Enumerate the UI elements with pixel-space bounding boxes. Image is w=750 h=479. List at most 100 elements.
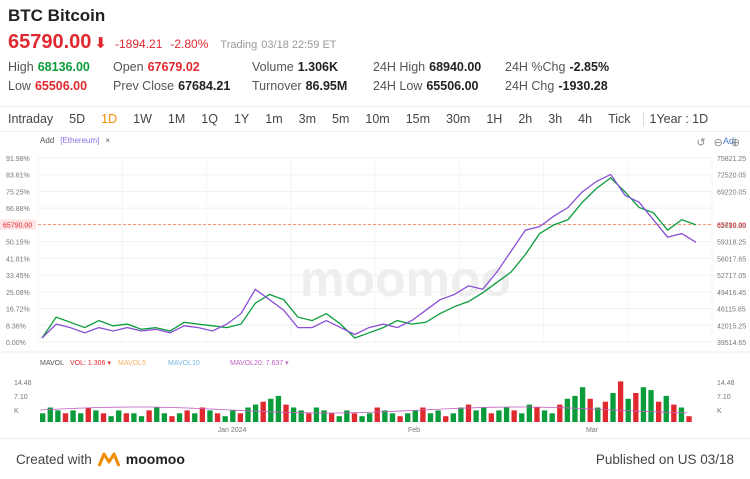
y-tick-left: 25.08%	[6, 290, 30, 297]
indicator-mavol20: MAVOL20: 7.637 ▾	[230, 360, 289, 367]
current-price-label-right: 65790.00	[717, 223, 746, 230]
y-tick-left: 91.98%	[6, 156, 30, 163]
price-row: 65790.00 ⬇ -1894.21 -2.80% Trading 03/18…	[8, 31, 337, 54]
tab-5m[interactable]: 5m	[332, 112, 350, 126]
volume-bar	[405, 413, 411, 422]
indicator-mavol10: MAVOL10	[168, 360, 200, 367]
adjust-toggle[interactable]: Adj	[722, 136, 736, 146]
y-tick-left: 66.88%	[6, 206, 30, 213]
volume-bar	[336, 416, 342, 422]
y-tick-left: 8.36%	[6, 323, 26, 330]
stat-open: Open 67679.02	[113, 60, 200, 74]
compare-toolbar: Add [Ethereum] ×	[40, 136, 110, 145]
undo-icon[interactable]: ↺	[696, 137, 706, 149]
tab-10m[interactable]: 10m	[365, 112, 390, 126]
tab-1m[interactable]: 1m	[265, 112, 283, 126]
volume-bar	[306, 413, 312, 422]
y-tick-left: 83.61%	[6, 173, 30, 180]
stat-turnover: Turnover 86.95M	[252, 79, 348, 93]
tab-1h[interactable]: 1H	[486, 112, 503, 126]
tab-1m[interactable]: 1M	[167, 112, 186, 126]
chart-icons: Adj ↺ ⊖ ⊕	[672, 136, 740, 149]
volume-bar	[557, 404, 563, 422]
volume-bar	[519, 413, 525, 422]
volume-bar	[184, 410, 190, 422]
zoom-in-icon[interactable]: ⊕	[730, 137, 740, 149]
tab-15m[interactable]: 15m	[405, 112, 431, 126]
price-change: -1894.21	[115, 37, 163, 51]
tab-3m[interactable]: 3m	[298, 112, 316, 126]
tab-intraday[interactable]: Intraday	[8, 112, 54, 126]
volume-bar	[283, 404, 289, 422]
tab-30m[interactable]: 30m	[446, 112, 471, 126]
close-icon[interactable]: ×	[105, 136, 111, 145]
tab-1y[interactable]: 1Y	[233, 112, 250, 126]
stat-volume: Volume 1.306K	[252, 60, 339, 74]
volume-bar	[473, 410, 479, 422]
volume-bar	[610, 392, 616, 422]
tab-3h[interactable]: 3h	[548, 112, 563, 126]
stat-24h-chg: 24H Chg -1930.28	[505, 79, 608, 93]
tab-5d[interactable]: 5D	[69, 112, 86, 126]
moomoo-logo[interactable]: moomoo	[97, 451, 185, 467]
tab-2h[interactable]: 2h	[518, 112, 533, 126]
current-price-label-left: 65790.00	[3, 223, 32, 230]
volume-bar	[617, 381, 624, 422]
tab-4h[interactable]: 4h	[578, 112, 593, 126]
volume-bar	[481, 407, 487, 422]
indicator-vol: VOL: 1.306 ▾	[70, 360, 111, 367]
y-tick-right: 75821.25	[717, 156, 746, 163]
volume-bar	[633, 392, 639, 422]
volume-bar	[602, 401, 609, 422]
volume-bar	[564, 398, 571, 422]
market-datetime: 03/18 22:59 ET	[261, 39, 337, 51]
volume-bar	[351, 413, 358, 422]
volume-bar	[161, 413, 167, 422]
volume-bar	[192, 413, 198, 422]
volume-bar	[230, 410, 236, 422]
created-with: Created with moomoo	[16, 451, 185, 467]
vol-tick-right: K	[717, 408, 722, 415]
market-status: Trading	[220, 39, 258, 51]
volume-bar	[443, 416, 449, 422]
y-tick-left: 50.15%	[6, 240, 30, 247]
watermark: moomoo	[300, 251, 511, 307]
tab-tick[interactable]: Tick	[608, 112, 631, 126]
last-price: 65790.00	[8, 31, 92, 53]
tab-1d[interactable]: 1D	[101, 112, 118, 126]
volume-bar	[146, 410, 152, 422]
volume-bar	[290, 407, 297, 422]
volume-bar	[496, 410, 502, 422]
volume-bar	[40, 413, 46, 422]
stat-prev-close: Prev Close 67684.21	[113, 79, 231, 93]
compare-symbol[interactable]: [Ethereum]	[60, 136, 100, 145]
current-price-tag-left	[0, 219, 36, 230]
price-chart[interactable]: 91.98% 75821.25 83.61% 72520.05 75.25% 69220.…	[0, 148, 750, 438]
stat-24h-pct: 24H %Chg -2.85%	[505, 60, 610, 74]
tab-list: Intraday 5D 1D 1W 1M 1Q 1Y 1m 3m 5m 10m 15m 30m 1H 2h 3…	[0, 112, 639, 126]
volume-bar	[321, 410, 327, 422]
arrow-down-icon: ⬇	[94, 35, 107, 52]
volume-bar	[663, 395, 669, 422]
vol-tick-right: 7.10	[717, 394, 731, 401]
volume-bar	[222, 416, 228, 422]
tab-1q[interactable]: 1Q	[201, 112, 218, 126]
period-selector[interactable]: 1Year : 1D	[642, 112, 717, 126]
y-tick-right: 46115.85	[717, 307, 746, 314]
stat-low: Low 65506.00	[8, 79, 88, 93]
vol-tick-right: 14.48	[717, 380, 735, 387]
zoom-out-icon[interactable]: ⊖	[713, 137, 723, 149]
moomoo-logo-icon	[97, 452, 120, 467]
volume-bar	[214, 413, 221, 422]
y-tick-right: 42015.25	[717, 323, 746, 330]
volume-bar	[169, 416, 175, 422]
tab-1w[interactable]: 1W	[133, 112, 152, 126]
y-tick-right: 72520.05	[717, 173, 746, 180]
volume-bar	[648, 390, 654, 422]
footer: Created with moomoo Published on US 03/1…	[0, 438, 750, 479]
y-tick-left: 0.00%	[6, 340, 26, 347]
volume-bar	[420, 407, 426, 422]
add-compare-button[interactable]: Add	[40, 136, 55, 145]
volume-bar	[678, 407, 685, 422]
volume-bar	[275, 395, 282, 422]
